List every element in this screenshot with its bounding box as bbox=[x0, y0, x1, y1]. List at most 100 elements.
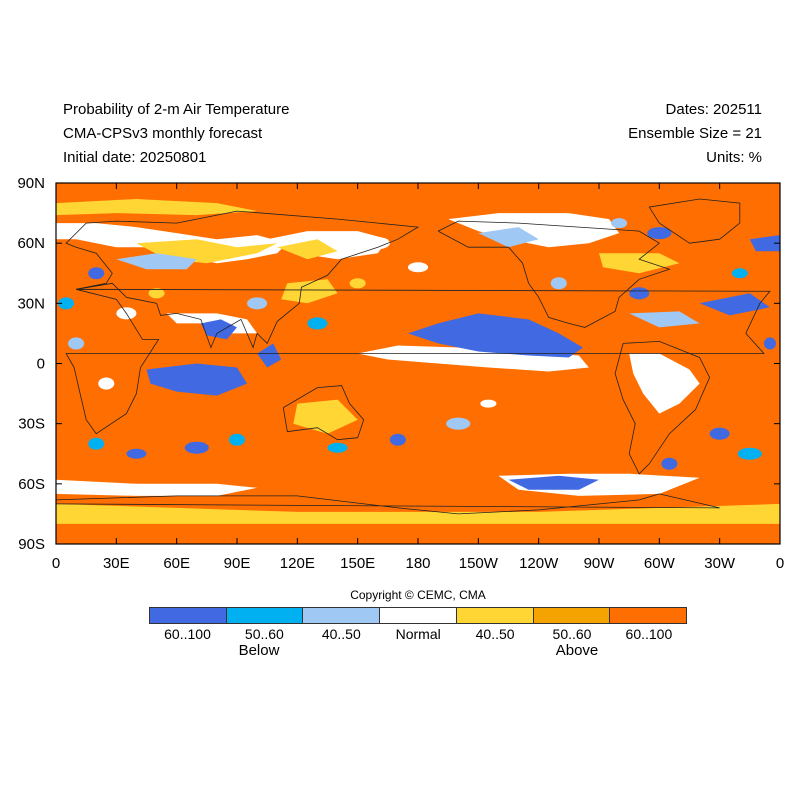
lon-label: 180 bbox=[405, 555, 430, 572]
lat-label: 90S bbox=[18, 536, 45, 553]
colorbar-segment bbox=[533, 608, 611, 623]
patch-region bbox=[98, 377, 115, 390]
patch-region bbox=[446, 417, 471, 430]
coastline bbox=[437, 220, 671, 328]
lat-label: 30S bbox=[18, 416, 45, 433]
lon-label: 120W bbox=[519, 555, 559, 572]
ensemble-size-label: Ensemble Size = 21 bbox=[628, 125, 762, 142]
latitude-labels: 90N 60N 30N 0 30S 60S 90S bbox=[17, 175, 45, 553]
patch-region bbox=[737, 447, 762, 460]
colorbar-segment bbox=[150, 608, 227, 623]
patch-region bbox=[184, 441, 209, 454]
region-above-40-50 bbox=[56, 199, 258, 216]
lon-label: 60E bbox=[163, 555, 190, 572]
colorbar bbox=[149, 607, 687, 624]
colorbar-label: 50..60 bbox=[244, 626, 284, 642]
patch-region bbox=[647, 227, 672, 240]
lat-label: 0 bbox=[37, 356, 45, 373]
region-normal bbox=[56, 479, 258, 496]
lon-label: 90E bbox=[224, 555, 251, 572]
lat-label: 60S bbox=[18, 476, 45, 493]
coastline bbox=[614, 340, 711, 475]
region-above-40-50 bbox=[277, 239, 338, 260]
region-below-40-50 bbox=[629, 311, 700, 328]
lat-label: 30N bbox=[17, 295, 45, 312]
coastline-layer bbox=[55, 198, 771, 515]
region-below-60-100 bbox=[200, 319, 237, 340]
coastline bbox=[282, 385, 365, 441]
title-line-3: Initial date: 20250801 bbox=[63, 149, 207, 166]
colorbar-label: 40..50 bbox=[475, 626, 515, 642]
patch-region bbox=[247, 297, 268, 310]
title-line-1: Probability of 2-m Air Temperature bbox=[63, 101, 290, 118]
above-label: Above bbox=[555, 642, 599, 659]
region-below-40-50 bbox=[116, 253, 197, 270]
colorbar-segment bbox=[456, 608, 534, 623]
region-above-40-50 bbox=[293, 399, 358, 434]
patch-region bbox=[731, 268, 748, 279]
lat-label: 90N bbox=[17, 175, 45, 192]
coastline bbox=[55, 493, 720, 515]
lon-label: 30W bbox=[704, 555, 736, 572]
patch-region bbox=[709, 427, 730, 440]
patch-region bbox=[148, 288, 165, 299]
colorbar-label: Normal bbox=[395, 626, 441, 642]
patch-region bbox=[88, 267, 105, 280]
colorbar-segment bbox=[303, 608, 381, 623]
lon-label: 150E bbox=[340, 555, 375, 572]
lon-label: 150W bbox=[459, 555, 499, 572]
colorbar-segment bbox=[610, 608, 687, 623]
patch-region bbox=[126, 448, 147, 459]
lon-label: 60W bbox=[644, 555, 676, 572]
patch-region bbox=[389, 433, 406, 446]
region-below-60-100 bbox=[407, 313, 583, 358]
colorbar-label: 40..50 bbox=[321, 626, 361, 642]
patch-region bbox=[68, 337, 85, 350]
region-normal bbox=[448, 213, 620, 248]
patch-region bbox=[307, 317, 328, 330]
region-below-60-100 bbox=[699, 293, 770, 316]
map-fill-layer bbox=[56, 183, 780, 544]
patch-region bbox=[228, 433, 246, 446]
region-normal bbox=[629, 353, 700, 414]
patch-region bbox=[327, 442, 348, 453]
lon-label: 0 bbox=[52, 555, 60, 572]
dates-label: Dates: 202511 bbox=[665, 101, 762, 118]
lon-label: 0 bbox=[776, 555, 784, 572]
patch-region bbox=[58, 297, 75, 310]
region-below-60-100 bbox=[508, 475, 599, 490]
patch-region bbox=[550, 277, 567, 290]
longitude-labels: 0 30E 60E 90E 120E 150E 180 150W 120W 90W 60W 30W 0 bbox=[52, 555, 784, 572]
units-label: Units: % bbox=[706, 149, 762, 166]
below-label: Below bbox=[238, 642, 280, 659]
lon-label: 90W bbox=[584, 555, 616, 572]
coastline bbox=[648, 198, 741, 244]
patch-region bbox=[480, 399, 497, 408]
patch-region bbox=[661, 457, 678, 470]
title-line-2: CMA-CPSv3 monthly forecast bbox=[63, 125, 263, 142]
colorbar-label: 50..60 bbox=[552, 626, 592, 642]
region-below-60-100 bbox=[749, 235, 780, 252]
colorbar-segment bbox=[380, 608, 457, 623]
patch-region bbox=[349, 278, 366, 289]
colorbar-label: 60..100 bbox=[164, 626, 211, 642]
region-below-40-50 bbox=[478, 227, 539, 248]
lon-label: 30E bbox=[103, 555, 130, 572]
region-above-40-50 bbox=[56, 503, 780, 524]
region-above-40-50 bbox=[599, 253, 680, 274]
region-normal bbox=[357, 345, 589, 372]
lat-label: 60N bbox=[17, 235, 45, 252]
region-above-40-50 bbox=[281, 279, 338, 304]
patch-region bbox=[407, 262, 429, 273]
coastline bbox=[65, 210, 420, 349]
patch-region bbox=[763, 337, 776, 350]
patch-region bbox=[365, 237, 390, 250]
patch-region bbox=[88, 437, 105, 450]
patch-region bbox=[611, 218, 628, 229]
region-below-60-100 bbox=[257, 343, 282, 368]
axis-ticks bbox=[55, 182, 781, 545]
region-below-60-100 bbox=[146, 363, 248, 396]
coastline bbox=[65, 288, 771, 435]
colorbar-label: 60..100 bbox=[625, 626, 673, 642]
